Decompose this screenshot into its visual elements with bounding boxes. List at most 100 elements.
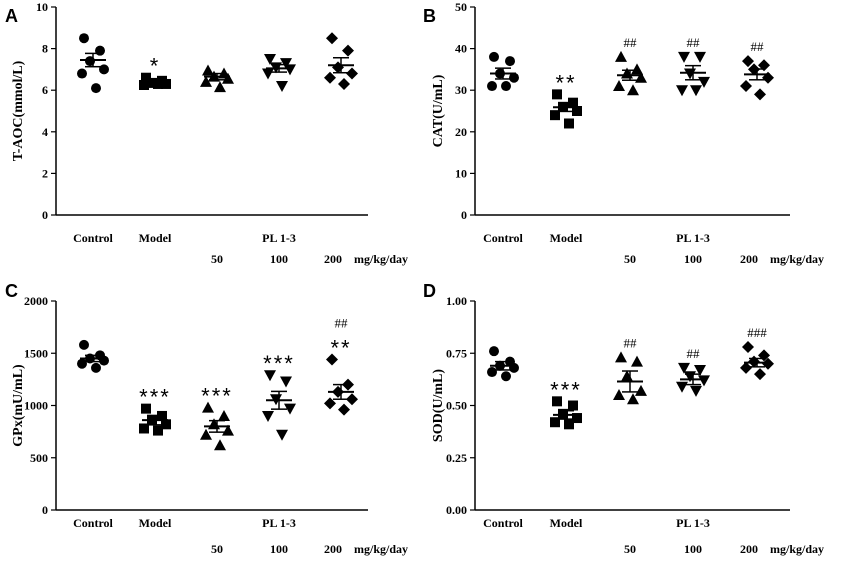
significance-hash: ##	[335, 316, 349, 331]
data-point	[615, 351, 627, 363]
data-point	[489, 51, 499, 62]
data-point	[91, 83, 101, 94]
data-point	[613, 389, 625, 401]
significance-stars: *	[150, 54, 161, 79]
significance-hash: ##	[687, 35, 701, 50]
group-50: ##	[613, 335, 647, 405]
data-point	[161, 419, 171, 430]
x-label-model: Model	[139, 231, 172, 245]
data-point	[684, 68, 696, 80]
data-point	[509, 362, 519, 373]
data-point	[141, 403, 151, 414]
y-axis-label: T-AOC(mmol/L)	[11, 60, 26, 161]
significance-stars: ***	[550, 377, 582, 402]
x-label-control: Control	[483, 231, 523, 245]
data-point	[676, 381, 688, 393]
data-point	[214, 439, 226, 451]
data-point	[280, 58, 292, 70]
group-model: ***	[139, 385, 171, 436]
group-control	[487, 51, 519, 92]
y-tick-label: 500	[30, 451, 48, 465]
x-label-dose: 200	[324, 542, 342, 556]
panel-b: B 0 10 20 30 40 50 CAT(U/mL) ** ## ## ## Control Mode…	[423, 0, 824, 266]
y-axis-label: CAT(U/mL)	[431, 74, 446, 147]
group-50: ***	[200, 384, 234, 451]
significance-hash: ##	[624, 335, 638, 350]
x-label-unit: mg/kg/day	[354, 542, 408, 556]
y-tick-label: 0.25	[446, 451, 467, 465]
x-label-control: Control	[73, 516, 113, 530]
x-label-control: Control	[73, 231, 113, 245]
data-point	[77, 358, 87, 369]
x-label-dose: 100	[684, 252, 702, 266]
group-model: **	[550, 70, 582, 129]
data-point	[615, 50, 627, 62]
data-point	[698, 375, 710, 387]
x-label-dose: 50	[211, 542, 223, 556]
x-label-dose: 50	[624, 252, 636, 266]
data-point	[284, 403, 296, 415]
data-point	[91, 362, 101, 373]
data-point	[509, 72, 519, 83]
data-point	[690, 85, 702, 97]
data-point	[501, 81, 511, 92]
x-label-unit: mg/kg/day	[770, 252, 824, 266]
data-point	[627, 393, 639, 405]
group-200: ###	[740, 325, 774, 381]
data-point	[552, 396, 562, 407]
data-point	[99, 355, 109, 366]
panel-a: A 0 2 4 6 8 10 T-AOC(mmol/L) * Control Model PL 1-3…	[5, 0, 408, 266]
x-label-treatment: PL 1-3	[262, 231, 296, 245]
y-tick-label: 2000	[24, 294, 48, 308]
data-point	[694, 364, 706, 376]
data-point	[742, 340, 754, 353]
data-point	[550, 417, 560, 428]
data-point	[200, 428, 212, 440]
group-200: ** ##	[324, 316, 358, 416]
data-point	[564, 419, 574, 430]
data-point	[346, 393, 358, 406]
x-label-model: Model	[550, 231, 583, 245]
data-point	[202, 401, 214, 413]
data-point	[153, 425, 163, 436]
data-point	[690, 385, 702, 397]
x-label-dose: 200	[740, 542, 758, 556]
data-point	[346, 67, 358, 80]
data-point	[635, 384, 647, 396]
significance-hash: ##	[687, 346, 701, 361]
x-label-unit: mg/kg/day	[354, 252, 408, 266]
data-point	[324, 397, 336, 410]
data-point	[338, 77, 350, 90]
y-tick-label: 0	[461, 208, 467, 222]
significance-stars: **	[330, 336, 351, 361]
y-tick-label: 1.00	[446, 294, 467, 308]
data-point	[161, 78, 171, 89]
x-label-treatment: PL 1-3	[676, 516, 710, 530]
x-label-dose: 100	[270, 542, 288, 556]
significance-stars: **	[555, 70, 576, 95]
y-tick-label: 1500	[24, 346, 48, 360]
data-point	[572, 106, 582, 116]
data-point	[280, 376, 292, 388]
significance-stars: ***	[263, 351, 295, 376]
data-point	[200, 75, 212, 87]
group-50	[200, 64, 234, 93]
data-point	[572, 413, 582, 424]
x-label-dose: 50	[624, 542, 636, 556]
data-point	[754, 88, 766, 101]
x-label-dose: 200	[324, 252, 342, 266]
data-point	[684, 371, 696, 383]
data-point	[264, 370, 276, 382]
y-tick-label: 0.75	[446, 346, 467, 360]
group-control	[487, 346, 519, 382]
data-point	[489, 346, 499, 357]
data-point	[613, 80, 625, 92]
y-tick-label: 10	[36, 0, 48, 14]
data-point	[754, 368, 766, 381]
data-point	[550, 110, 560, 121]
data-point	[139, 80, 149, 90]
group-100: ***	[262, 351, 296, 441]
y-axis-label: SOD(U/mL)	[431, 369, 446, 442]
data-point	[79, 33, 89, 44]
data-point	[487, 81, 497, 92]
